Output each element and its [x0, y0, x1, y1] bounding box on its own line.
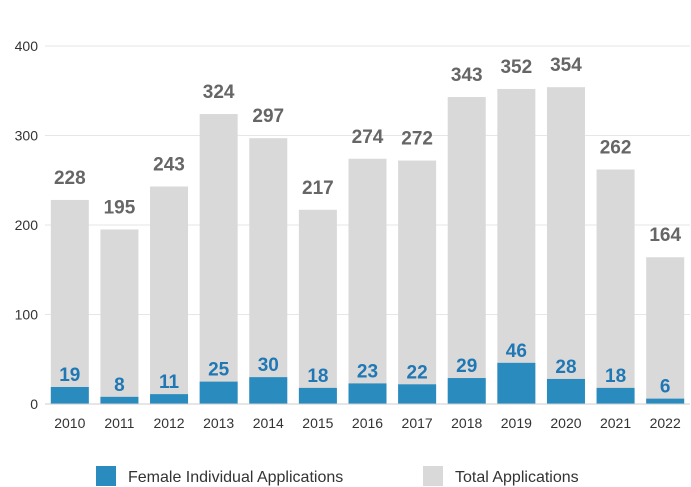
total-bar [497, 88, 536, 405]
x-tick-label: 2019 [501, 415, 532, 431]
total-bar [298, 209, 337, 404]
total-value-label: 354 [550, 55, 582, 76]
x-tick-label: 2016 [352, 415, 383, 431]
total-value-label: 343 [451, 65, 483, 86]
legend: Female Individual Applications Total Appl… [96, 466, 579, 486]
female-bar [199, 381, 238, 404]
total-bar [398, 160, 437, 404]
x-tick-label: 2013 [203, 415, 234, 431]
total-value-label: 297 [252, 106, 284, 127]
x-tick-label: 2017 [402, 415, 433, 431]
x-tick-label: 2012 [153, 415, 184, 431]
total-bar [199, 114, 238, 405]
female-value-label: 25 [208, 360, 230, 381]
legend-label: Female Individual Applications [128, 469, 343, 486]
female-bar [150, 394, 189, 404]
y-tick-label: 0 [30, 396, 38, 412]
total-value-label: 164 [649, 225, 681, 246]
total-bar [348, 158, 387, 404]
x-axis: 2010 2011 2012 2013 2014 2015 2016 2017 2018 2019… [45, 403, 690, 431]
x-tick-label: 2014 [253, 415, 284, 431]
female-value-label: 11 [159, 372, 180, 393]
female-bar [447, 378, 486, 404]
female-value-label: 6 [660, 377, 671, 398]
total-value-label: 243 [153, 155, 185, 176]
female-bar [298, 387, 337, 404]
total-bar [100, 229, 139, 404]
legend-label: Total Applications [455, 469, 579, 486]
total-bar [150, 186, 189, 404]
female-value-label: 18 [605, 366, 626, 387]
y-axis: 0 100 200 300 400 [15, 38, 39, 412]
total-value-label: 195 [104, 197, 136, 218]
x-tick-label: 2011 [104, 415, 134, 431]
total-value-label: 324 [203, 82, 235, 103]
female-value-label: 46 [506, 341, 527, 362]
female-value-label: 23 [357, 361, 378, 382]
total-bar [50, 199, 89, 404]
x-tick-label: 2021 [600, 415, 631, 431]
total-value-label: 272 [401, 129, 433, 150]
y-tick-label: 200 [15, 217, 39, 233]
total-bar [546, 87, 585, 405]
y-tick-label: 400 [15, 38, 39, 54]
female-value-label: 28 [555, 357, 576, 378]
bars: 228 19 195 8 243 11 324 25 297 30 217 18 274 23 272 22 3… [50, 55, 685, 405]
x-tick-label: 2010 [54, 415, 85, 431]
female-bar [348, 383, 387, 404]
total-bar [646, 257, 685, 404]
x-tick-label: 2018 [451, 415, 482, 431]
female-value-label: 19 [59, 365, 80, 386]
x-tick-label: 2022 [650, 415, 681, 431]
female-value-label: 30 [258, 355, 279, 376]
total-value-label: 352 [500, 57, 532, 78]
x-tick-label: 2020 [550, 415, 581, 431]
female-bar [646, 398, 685, 404]
legend-swatch [423, 466, 443, 486]
total-value-label: 217 [302, 178, 334, 199]
female-bar [398, 384, 437, 404]
female-bar [50, 386, 89, 404]
female-value-label: 18 [307, 366, 328, 387]
total-bar [596, 169, 635, 404]
total-value-label: 274 [352, 127, 384, 148]
female-bar [100, 396, 139, 404]
total-bar [447, 97, 486, 404]
female-value-label: 8 [114, 375, 125, 396]
x-tick-label: 2015 [302, 415, 333, 431]
female-bar [596, 387, 635, 404]
female-bar [249, 377, 288, 404]
y-tick-label: 100 [15, 307, 39, 323]
total-value-label: 228 [54, 168, 86, 189]
y-tick-label: 300 [15, 128, 39, 144]
female-value-label: 22 [407, 362, 428, 383]
total-value-label: 262 [600, 138, 632, 159]
female-value-label: 29 [456, 356, 477, 377]
total-bar [249, 138, 288, 404]
legend-swatch [96, 466, 116, 486]
female-bar [546, 378, 585, 404]
female-bar [497, 362, 536, 404]
